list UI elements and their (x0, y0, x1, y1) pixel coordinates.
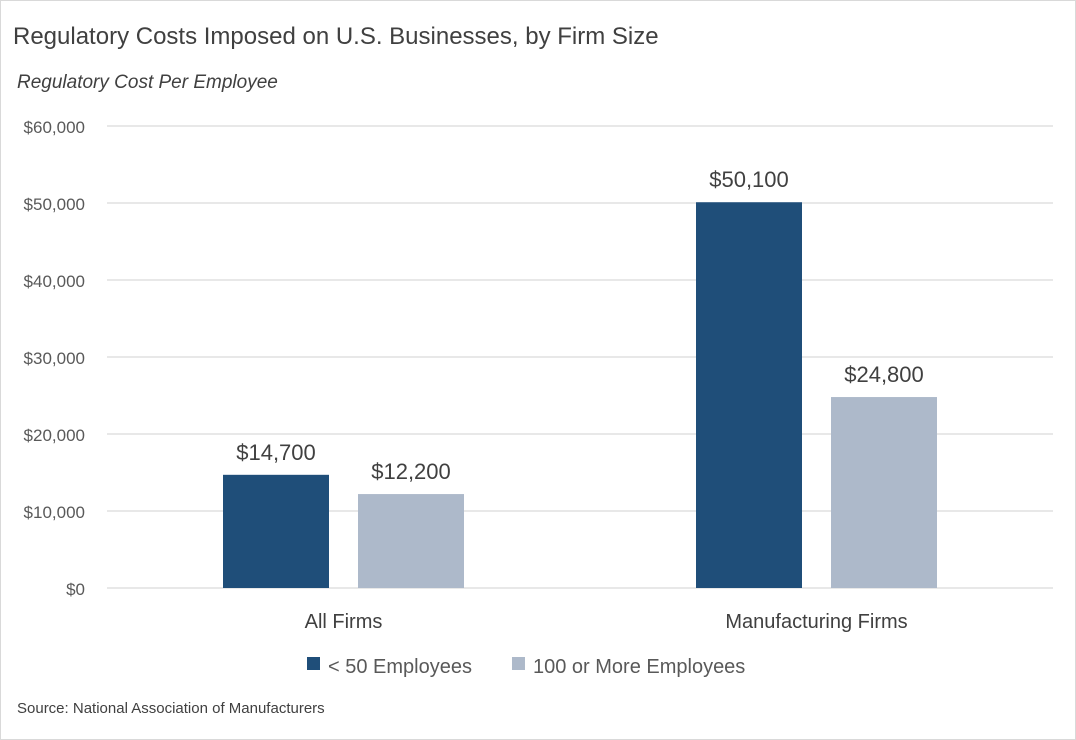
bar (831, 397, 937, 588)
chart-subtitle: Regulatory Cost Per Employee (17, 72, 278, 93)
legend-swatch (511, 657, 525, 670)
y-tick-label: $0 (66, 580, 85, 599)
chart-title: Regulatory Costs Imposed on U.S. Busines… (13, 23, 659, 50)
bar-value-label: $24,800 (844, 362, 924, 387)
x-category-label: Manufacturing Firms (725, 611, 907, 633)
y-tick-label: $30,000 (24, 349, 85, 368)
legend-label: 100 or More Employees (533, 656, 745, 678)
legend-label: < 50 Employees (328, 656, 472, 678)
bar (358, 494, 464, 588)
y-tick-label: $40,000 (24, 272, 85, 291)
y-tick-label: $60,000 (24, 118, 85, 137)
source-note: Source: National Association of Manufact… (17, 700, 325, 717)
bar-value-label: $50,100 (709, 167, 789, 192)
y-tick-label: $20,000 (24, 426, 85, 445)
bar-value-label: $12,200 (371, 459, 451, 484)
bar (223, 474, 329, 588)
bar (696, 202, 802, 589)
y-tick-label: $50,000 (24, 195, 85, 214)
y-tick-label: $10,000 (24, 503, 85, 522)
x-category-label: All Firms (305, 611, 383, 633)
bar-value-label: $14,700 (236, 440, 316, 465)
legend-swatch (307, 657, 320, 670)
